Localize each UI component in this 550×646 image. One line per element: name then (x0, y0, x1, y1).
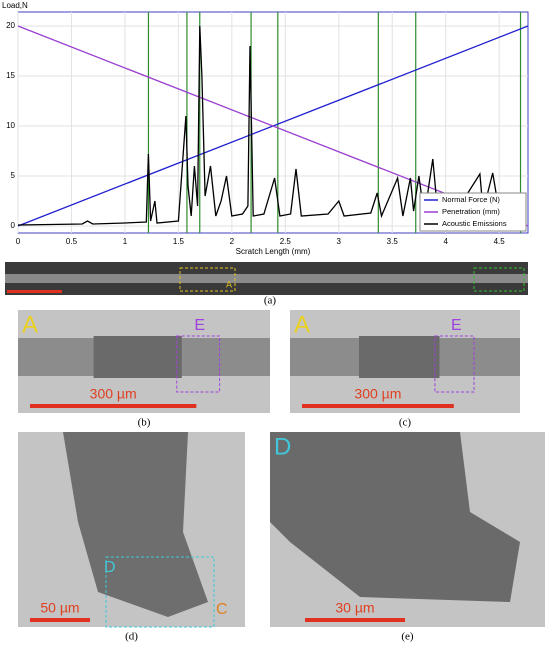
legend-label: Normal Force (N) (442, 195, 500, 204)
x-tick-label: 3.5 (387, 237, 399, 246)
scratch-track (63, 432, 208, 617)
scale-bar (30, 618, 90, 622)
series-line (17, 25, 500, 226)
zoom-box (176, 335, 221, 393)
caption: (e) (401, 631, 414, 643)
y-axis-label: Load,N (2, 1, 28, 10)
zoom-box (473, 267, 525, 292)
caption: (d) (125, 631, 138, 643)
panel-label: E (194, 317, 205, 334)
zoom-box (105, 556, 215, 628)
x-tick-label: 1.5 (173, 237, 185, 246)
scale-bar (302, 404, 454, 408)
panel-label: D (104, 559, 116, 576)
panel-label: A (294, 311, 310, 338)
zoom-box (179, 267, 236, 292)
panel-label: C (216, 601, 228, 618)
x-tick-label: 4 (443, 237, 448, 246)
x-tick-label: 4.5 (494, 237, 506, 246)
chart: 0 5 10 15 20 0 0.5 1 1.5 2 2.5 3 3.5 4 4.5 Load,N Scratc… (2, 1, 529, 256)
scale-bar (30, 404, 197, 408)
scale-label: 30 µm (335, 600, 374, 616)
damage (359, 336, 440, 378)
x-tick-label: 3 (337, 237, 342, 246)
damage (93, 336, 182, 378)
scale-label: 50 µm (40, 600, 79, 616)
zoom-box (434, 335, 475, 393)
x-tick-label: 2.5 (280, 237, 292, 246)
strip-label: A (226, 279, 232, 289)
scale-label: 300 µm (90, 386, 137, 402)
scratch-track (5, 274, 528, 283)
x-tick-label: 0 (16, 237, 21, 246)
x-tick-label: 1 (123, 237, 128, 246)
x-tick-label: 2 (230, 237, 235, 246)
x-axis-label: Scratch Length (mm) (236, 247, 311, 256)
scratch-track (270, 432, 520, 602)
y-tick-label: 0 (11, 221, 16, 230)
panels: A E 300 µm (b) A E 300 µm (c) D C 50 µm (d) D 30 µm (e… (18, 310, 545, 643)
y-tick-label: 10 (6, 121, 15, 130)
panel-label: D (274, 433, 291, 460)
scale-label: 300 µm (354, 386, 401, 402)
panel-label: E (451, 317, 462, 334)
y-tick-label: 5 (11, 171, 16, 180)
scale-bar (305, 618, 405, 622)
caption: (c) (399, 417, 412, 429)
legend-label: Penetration (mm) (442, 207, 500, 216)
scale-bar (7, 290, 62, 293)
legend-label: Acoustic Emissions (442, 219, 507, 228)
x-tick-label: 0.5 (66, 237, 78, 246)
caption: (b) (138, 417, 151, 429)
y-tick-label: 20 (6, 21, 15, 30)
panel-label: A (22, 311, 38, 338)
caption: (a) (264, 295, 277, 307)
y-tick-label: 15 (6, 71, 15, 80)
